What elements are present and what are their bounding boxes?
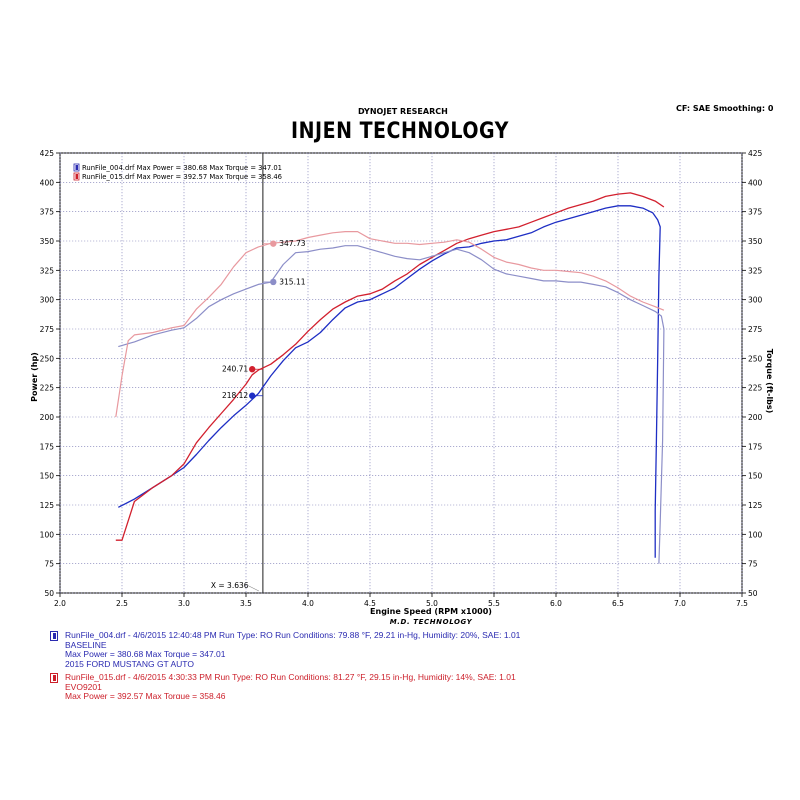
- run-info-line: Max Power = 392.57 Max Torque = 358.46: [65, 692, 226, 699]
- series-line-torque: [115, 231, 665, 418]
- run-info-line: 2015 FORD MUSTANG GT AUTO: [65, 658, 194, 669]
- run-marker-icon: [50, 673, 58, 683]
- y-tick-label-right: 75: [748, 560, 758, 569]
- legend-entry: RunFile_015.drf Max Power = 392.57 Max T…: [82, 173, 282, 181]
- y-tick-label-right: 100: [748, 530, 763, 539]
- y-tick-label-right: 325: [748, 266, 763, 275]
- header-right-text: CF: SAE Smoothing: 0: [676, 104, 774, 113]
- run-info-line: RunFile_015.drf - 4/6/2015 4:30:33 PM Ru…: [65, 672, 516, 682]
- y-tick-label-left: 300: [40, 296, 55, 305]
- marker-label: 347.73: [279, 239, 305, 248]
- marker-dot: [270, 278, 277, 286]
- series-line-power: [118, 205, 661, 558]
- series-line-power: [115, 192, 665, 541]
- grid: [59, 152, 743, 594]
- y-tick-label-left: 175: [40, 442, 55, 451]
- y-tick-label-right: 425: [748, 149, 763, 158]
- marker-dot: [249, 392, 256, 399]
- y-tick-label-right: 400: [748, 178, 763, 187]
- legend-entry: RunFile_004.drf Max Power = 380.68 Max T…: [82, 164, 282, 172]
- y-tick-label-right: 350: [748, 237, 763, 246]
- marker-dot: [270, 240, 277, 247]
- y-tick-label-right: 150: [748, 472, 763, 481]
- marker-label: 218.12: [222, 391, 248, 400]
- series-line-torque: [118, 245, 665, 564]
- y-tick-label-right: 125: [748, 501, 763, 510]
- y-tick-label-left: 425: [40, 149, 55, 158]
- x-tick-label: 5.0: [426, 599, 438, 608]
- x-tick-label: 4.0: [302, 599, 314, 608]
- y-tick-label-left: 225: [40, 384, 55, 393]
- x-axis-sublabel: M.D. TECHNOLOGY: [390, 618, 473, 626]
- y-tick-label-left: 375: [40, 208, 55, 217]
- y-tick-label-right: 50: [748, 589, 758, 598]
- y-tick-label-left: 100: [40, 530, 55, 539]
- y-tick-label-right: 300: [748, 296, 763, 305]
- marker-dot: [249, 366, 256, 373]
- y-tick-label-left: 325: [40, 266, 55, 275]
- y-tick-label-left: 275: [40, 325, 55, 334]
- x-tick-label: 2.0: [54, 599, 66, 608]
- series-group: [115, 192, 665, 564]
- run-marker-icon: [50, 631, 58, 641]
- legend-swatch-fill: [75, 174, 78, 179]
- y-tick-label-left: 350: [40, 237, 55, 246]
- run-info-line: EVO9201: [65, 681, 102, 692]
- legend-swatch: [73, 172, 80, 181]
- y-tick-label-left: 200: [40, 413, 55, 422]
- y2-axis-label: Torque (ft-lbs): [765, 349, 774, 414]
- cursor-label: X = 3.636: [211, 581, 249, 590]
- x-tick-label: 5.5: [488, 599, 500, 608]
- run-info-line: BASELINE: [65, 639, 107, 650]
- marker-label: 240.71: [222, 365, 248, 374]
- legend-swatch: [73, 163, 80, 172]
- plot-area: [59, 152, 743, 594]
- y-tick-label-left: 50: [44, 589, 54, 598]
- chart-title: INJEN TECHNOLOGY: [291, 118, 509, 144]
- y-tick-label-right: 225: [748, 384, 763, 393]
- y-tick-label-left: 75: [44, 560, 54, 569]
- y-tick-label-left: 250: [40, 354, 55, 363]
- y-axis-label: Power (hp): [30, 352, 39, 402]
- y-tick-label-left: 125: [40, 501, 55, 510]
- y-tick-label-right: 175: [748, 442, 763, 451]
- cursor-pointer-line: [246, 584, 259, 592]
- y-tick-label-right: 250: [748, 354, 763, 363]
- x-tick-label: 4.5: [364, 599, 376, 608]
- x-tick-label: 7.0: [674, 599, 686, 608]
- legend-swatch-fill: [75, 165, 78, 170]
- x-tick-label: 3.0: [178, 599, 190, 608]
- x-tick-label: 6.0: [550, 599, 562, 608]
- marker-label: 315.11: [279, 277, 305, 286]
- x-axis-label: Engine Speed (RPM x1000): [370, 607, 492, 616]
- y-tick-label-left: 400: [40, 178, 55, 187]
- y-tick-label-left: 150: [40, 472, 55, 481]
- y-tick-label-right: 375: [748, 208, 763, 217]
- header-left-text: DYNOJET RESEARCH: [358, 107, 448, 116]
- run-info-line: Max Power = 380.68 Max Torque = 347.01: [65, 649, 226, 659]
- y-tick-label-right: 200: [748, 413, 763, 422]
- run-info-line: RunFile_004.drf - 4/6/2015 12:40:48 PM R…: [65, 630, 521, 640]
- y-tick-label-right: 275: [748, 325, 763, 334]
- x-tick-label: 7.5: [736, 599, 748, 608]
- x-tick-label: 2.5: [116, 599, 128, 608]
- x-tick-label: 3.5: [240, 599, 252, 608]
- x-tick-label: 6.5: [612, 599, 624, 608]
